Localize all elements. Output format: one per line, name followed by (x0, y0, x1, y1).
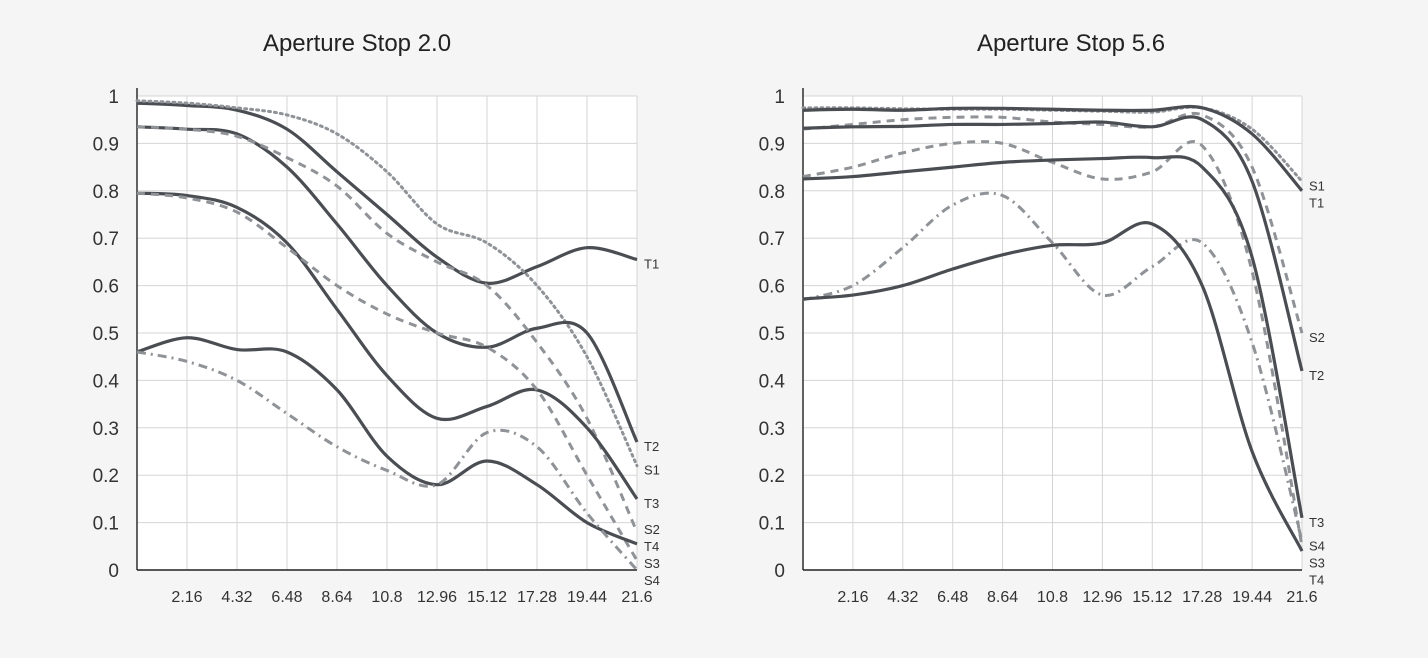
series-end-label: S4 (644, 573, 660, 588)
series-end-label: T2 (644, 439, 659, 454)
series-line-s3 (802, 140, 1304, 547)
x-tick-label: 6.48 (271, 589, 302, 606)
chart-panel-aperture-5-6: Aperture Stop 5.6 0 0.1 0.2 0.3 0.4 0.5 0.6 0.7… (714, 0, 1428, 658)
y-tick-label: 0.8 (759, 182, 785, 203)
series-end-label: S2 (644, 522, 660, 537)
series-line-s2 (136, 125, 639, 533)
series-end-label: T1 (1309, 195, 1324, 210)
series-line-s3 (136, 191, 639, 562)
series-line-t4 (136, 336, 638, 546)
x-tick-label: 6.48 (937, 589, 968, 606)
y-tick-label: 0 (774, 561, 785, 582)
x-tick-label: 15.12 (467, 589, 507, 606)
series-line-t3 (136, 191, 639, 500)
series-end-label: S3 (644, 556, 660, 571)
series-line-s1 (135, 99, 639, 468)
y-tick-label: 0.9 (93, 134, 119, 155)
y-tick-label: 0.2 (759, 466, 785, 487)
series-line-s2 (802, 111, 1304, 334)
y-tick-label: 0.6 (759, 277, 785, 298)
chart-plot: 0 0.1 0.2 0.3 0.4 0.5 0.6 0.7 0.8 0.9 1 2.16 4.32 6.4… (93, 87, 660, 606)
y-tick-label: 0.1 (759, 514, 785, 535)
y-tick-label: 0.7 (759, 229, 785, 250)
series-end-label: T3 (1309, 515, 1324, 530)
series-end-label: S2 (1309, 330, 1325, 345)
y-tick-label: 0.4 (759, 371, 786, 392)
series-line-t2 (802, 115, 1304, 372)
x-tick-label: 2.16 (837, 589, 868, 606)
y-tick-label: 0.5 (93, 324, 119, 345)
y-tick-label: 1 (108, 87, 119, 108)
x-tick-label: 12.96 (417, 589, 457, 606)
series-end-label: T3 (644, 496, 659, 511)
chart-title: Aperture Stop 5.6 (976, 30, 1166, 57)
y-tick-label: 0.5 (759, 324, 785, 345)
series-end-label: S3 (1309, 556, 1325, 571)
y-tick-label: 0.3 (93, 419, 119, 440)
y-tick-label: 1 (774, 87, 785, 108)
x-tick-label: 15.12 (1132, 589, 1172, 606)
x-tick-label: 10.8 (1037, 589, 1068, 606)
chart-title: Aperture Stop 2.0 (262, 30, 452, 57)
series-end-label: S4 (1309, 539, 1325, 554)
y-tick-label: 0.6 (93, 277, 119, 298)
y-tick-label: 0.3 (759, 419, 785, 440)
x-tick-label: 19.44 (1232, 589, 1272, 606)
series-end-label: T1 (644, 257, 659, 272)
x-tick-label: 17.28 (517, 589, 557, 606)
x-tick-label: 12.96 (1082, 589, 1122, 606)
series-line-t1 (802, 104, 1304, 192)
y-tick-label: 0.2 (93, 466, 119, 487)
y-tick-label: 0.9 (759, 134, 785, 155)
x-tick-label: 21.6 (621, 589, 652, 606)
x-tick-label: 19.44 (567, 589, 607, 606)
chart-plot: 0 0.1 0.2 0.3 0.4 0.5 0.6 0.7 0.8 0.9 1 2.16 4.32 6.4… (759, 87, 1325, 606)
y-tick-label: 0.1 (93, 514, 119, 535)
series-end-label: S1 (1309, 178, 1325, 193)
x-tick-label: 2.16 (171, 589, 202, 606)
series-line-t3 (802, 155, 1304, 519)
x-tick-label: 17.28 (1182, 589, 1222, 606)
series-end-label: T2 (1309, 368, 1324, 383)
y-tick-label: 0.7 (93, 229, 119, 250)
chart-panel-aperture-2: Aperture Stop 2.0 0 0.1 0.2 0.3 0.4 0.5 0.6 0.7… (93, 30, 660, 606)
y-tick-label: 0.8 (93, 182, 119, 203)
x-tick-label: 21.6 (1286, 589, 1317, 606)
series-line-t1 (136, 101, 638, 285)
series-line-s4 (136, 350, 639, 571)
series-end-label: T4 (644, 539, 659, 554)
series-line-s4 (802, 191, 1304, 542)
y-tick-label: 0 (108, 561, 119, 582)
x-tick-label: 4.32 (221, 589, 252, 606)
x-tick-label: 10.8 (371, 589, 402, 606)
series-end-label: T4 (1309, 573, 1324, 588)
x-tick-label: 4.32 (887, 589, 918, 606)
y-tick-label: 0.4 (93, 371, 120, 392)
series-line-t2 (136, 125, 639, 443)
x-tick-label: 8.64 (987, 589, 1018, 606)
series-line-t4 (802, 221, 1304, 552)
x-tick-label: 8.64 (321, 589, 352, 606)
series-end-label: S1 (644, 463, 660, 478)
